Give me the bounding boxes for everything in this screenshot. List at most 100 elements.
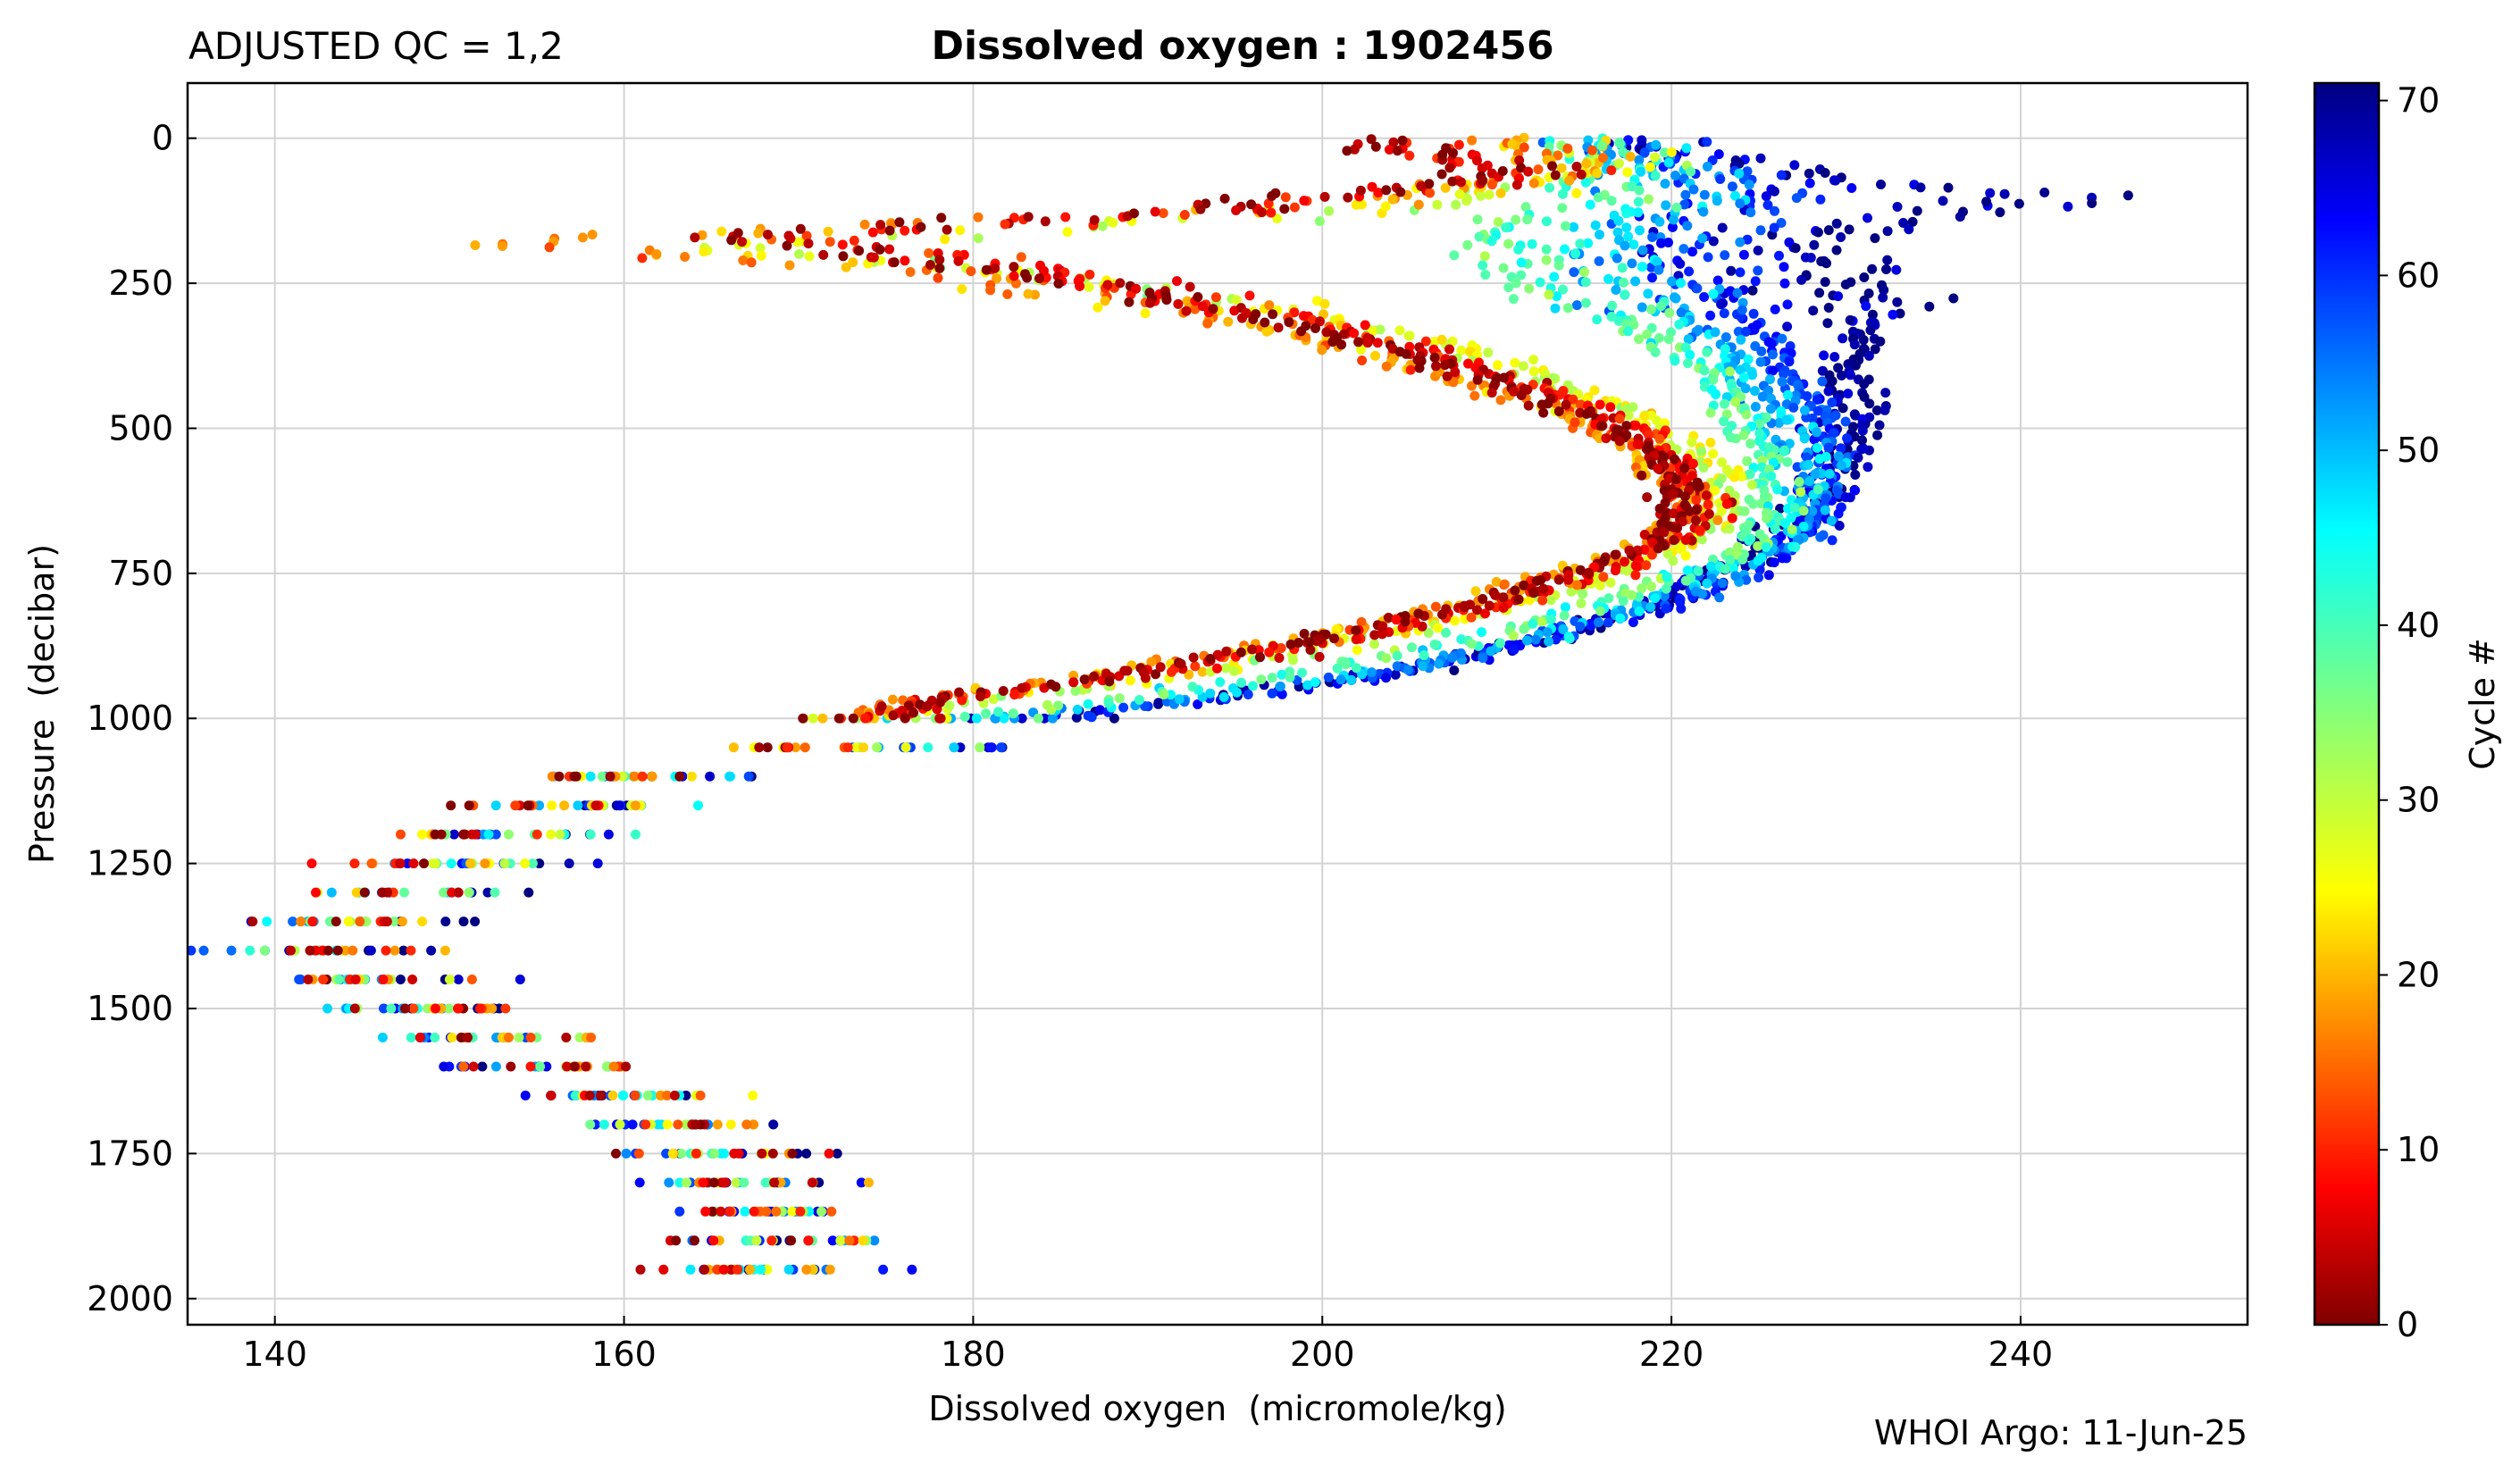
data-point xyxy=(894,217,905,228)
data-point xyxy=(1672,523,1682,533)
data-point xyxy=(1023,212,1034,222)
data-point xyxy=(1745,469,1755,480)
data-point xyxy=(453,975,464,984)
data-point xyxy=(510,800,521,811)
data-point xyxy=(1628,239,1639,250)
data-point xyxy=(1787,524,1797,535)
data-point xyxy=(1288,655,1298,665)
data-point xyxy=(1755,153,1766,163)
data-point xyxy=(1456,177,1467,188)
data-point xyxy=(1151,669,1161,680)
data-point xyxy=(1129,208,1139,219)
data-point xyxy=(1850,360,1861,371)
data-point xyxy=(1575,239,1586,249)
data-point xyxy=(975,691,985,702)
data-point xyxy=(1261,326,1272,337)
data-point xyxy=(1871,405,1882,415)
data-point xyxy=(1477,163,1487,173)
data-point xyxy=(1463,358,1473,369)
data-point xyxy=(1547,161,1558,172)
data-point xyxy=(647,771,657,782)
data-point xyxy=(1802,452,1813,463)
data-point xyxy=(1654,433,1665,444)
data-point xyxy=(1833,363,1844,373)
data-point xyxy=(1280,192,1291,203)
data-point xyxy=(417,829,427,840)
data-point xyxy=(377,1033,388,1042)
data-point xyxy=(749,1206,759,1217)
data-point xyxy=(1297,667,1308,678)
data-point xyxy=(1702,137,1712,147)
data-point xyxy=(1097,221,1108,231)
data-point xyxy=(480,858,490,869)
data-point xyxy=(1614,158,1624,169)
data-point xyxy=(1522,214,1533,225)
data-point xyxy=(1748,308,1759,319)
data-point xyxy=(1668,556,1679,566)
data-point xyxy=(1784,356,1795,367)
data-point xyxy=(1511,278,1521,289)
data-point xyxy=(1738,372,1749,383)
data-point xyxy=(1706,561,1716,572)
data-point xyxy=(1614,436,1625,447)
data-point xyxy=(1495,638,1505,649)
data-point xyxy=(1495,188,1506,198)
x-tick-label: 220 xyxy=(1639,1335,1704,1374)
data-point xyxy=(490,887,500,898)
data-point xyxy=(389,916,399,927)
data-point xyxy=(1840,492,1851,503)
data-point xyxy=(1450,615,1460,626)
data-point xyxy=(347,945,358,956)
data-point xyxy=(1569,222,1579,232)
data-point xyxy=(1995,207,2005,218)
data-point xyxy=(1558,188,1568,199)
x-axis-ticks: 140 160 180 200 220 240 xyxy=(242,1316,2053,1374)
data-point xyxy=(1509,644,1520,655)
data-point xyxy=(1659,527,1670,538)
data-point xyxy=(1023,289,1034,299)
data-point xyxy=(1231,205,1242,215)
data-point xyxy=(1444,344,1454,355)
data-point xyxy=(1580,177,1591,188)
data-point xyxy=(1603,273,1613,284)
data-point xyxy=(1743,354,1754,364)
data-point xyxy=(738,255,749,265)
data-point xyxy=(986,742,997,753)
data-point xyxy=(1684,266,1695,277)
data-point xyxy=(1840,416,1851,427)
data-point xyxy=(1765,404,1776,414)
data-point xyxy=(724,771,735,782)
data-point xyxy=(1590,220,1601,230)
data-point xyxy=(835,1235,846,1246)
data-point xyxy=(1437,149,1448,160)
data-point xyxy=(1293,638,1304,648)
data-point xyxy=(1872,430,1883,440)
data-point xyxy=(1810,469,1821,480)
data-point xyxy=(586,1033,597,1042)
data-point xyxy=(1553,150,1563,161)
data-point xyxy=(1652,415,1662,426)
data-point xyxy=(803,1235,814,1246)
x-tick-label: 240 xyxy=(1988,1335,2054,1374)
data-point xyxy=(712,1119,723,1130)
data-point xyxy=(562,1061,573,1072)
data-point xyxy=(1650,171,1661,181)
data-point xyxy=(718,1264,729,1275)
data-point xyxy=(1744,535,1754,546)
data-point xyxy=(1623,135,1634,146)
data-point xyxy=(1633,207,1644,218)
data-point xyxy=(642,1090,653,1101)
data-point xyxy=(311,887,321,898)
data-point xyxy=(1477,627,1487,638)
data-point xyxy=(1284,317,1294,328)
data-point xyxy=(900,713,910,724)
data-point xyxy=(1467,381,1477,391)
y-tick-label: 750 xyxy=(108,554,173,593)
data-point xyxy=(1678,516,1687,527)
data-point xyxy=(379,1003,389,1014)
data-point xyxy=(464,887,474,898)
data-point xyxy=(664,1177,674,1188)
data-point xyxy=(1739,506,1750,516)
data-point xyxy=(1524,595,1535,606)
data-point xyxy=(1289,202,1300,213)
